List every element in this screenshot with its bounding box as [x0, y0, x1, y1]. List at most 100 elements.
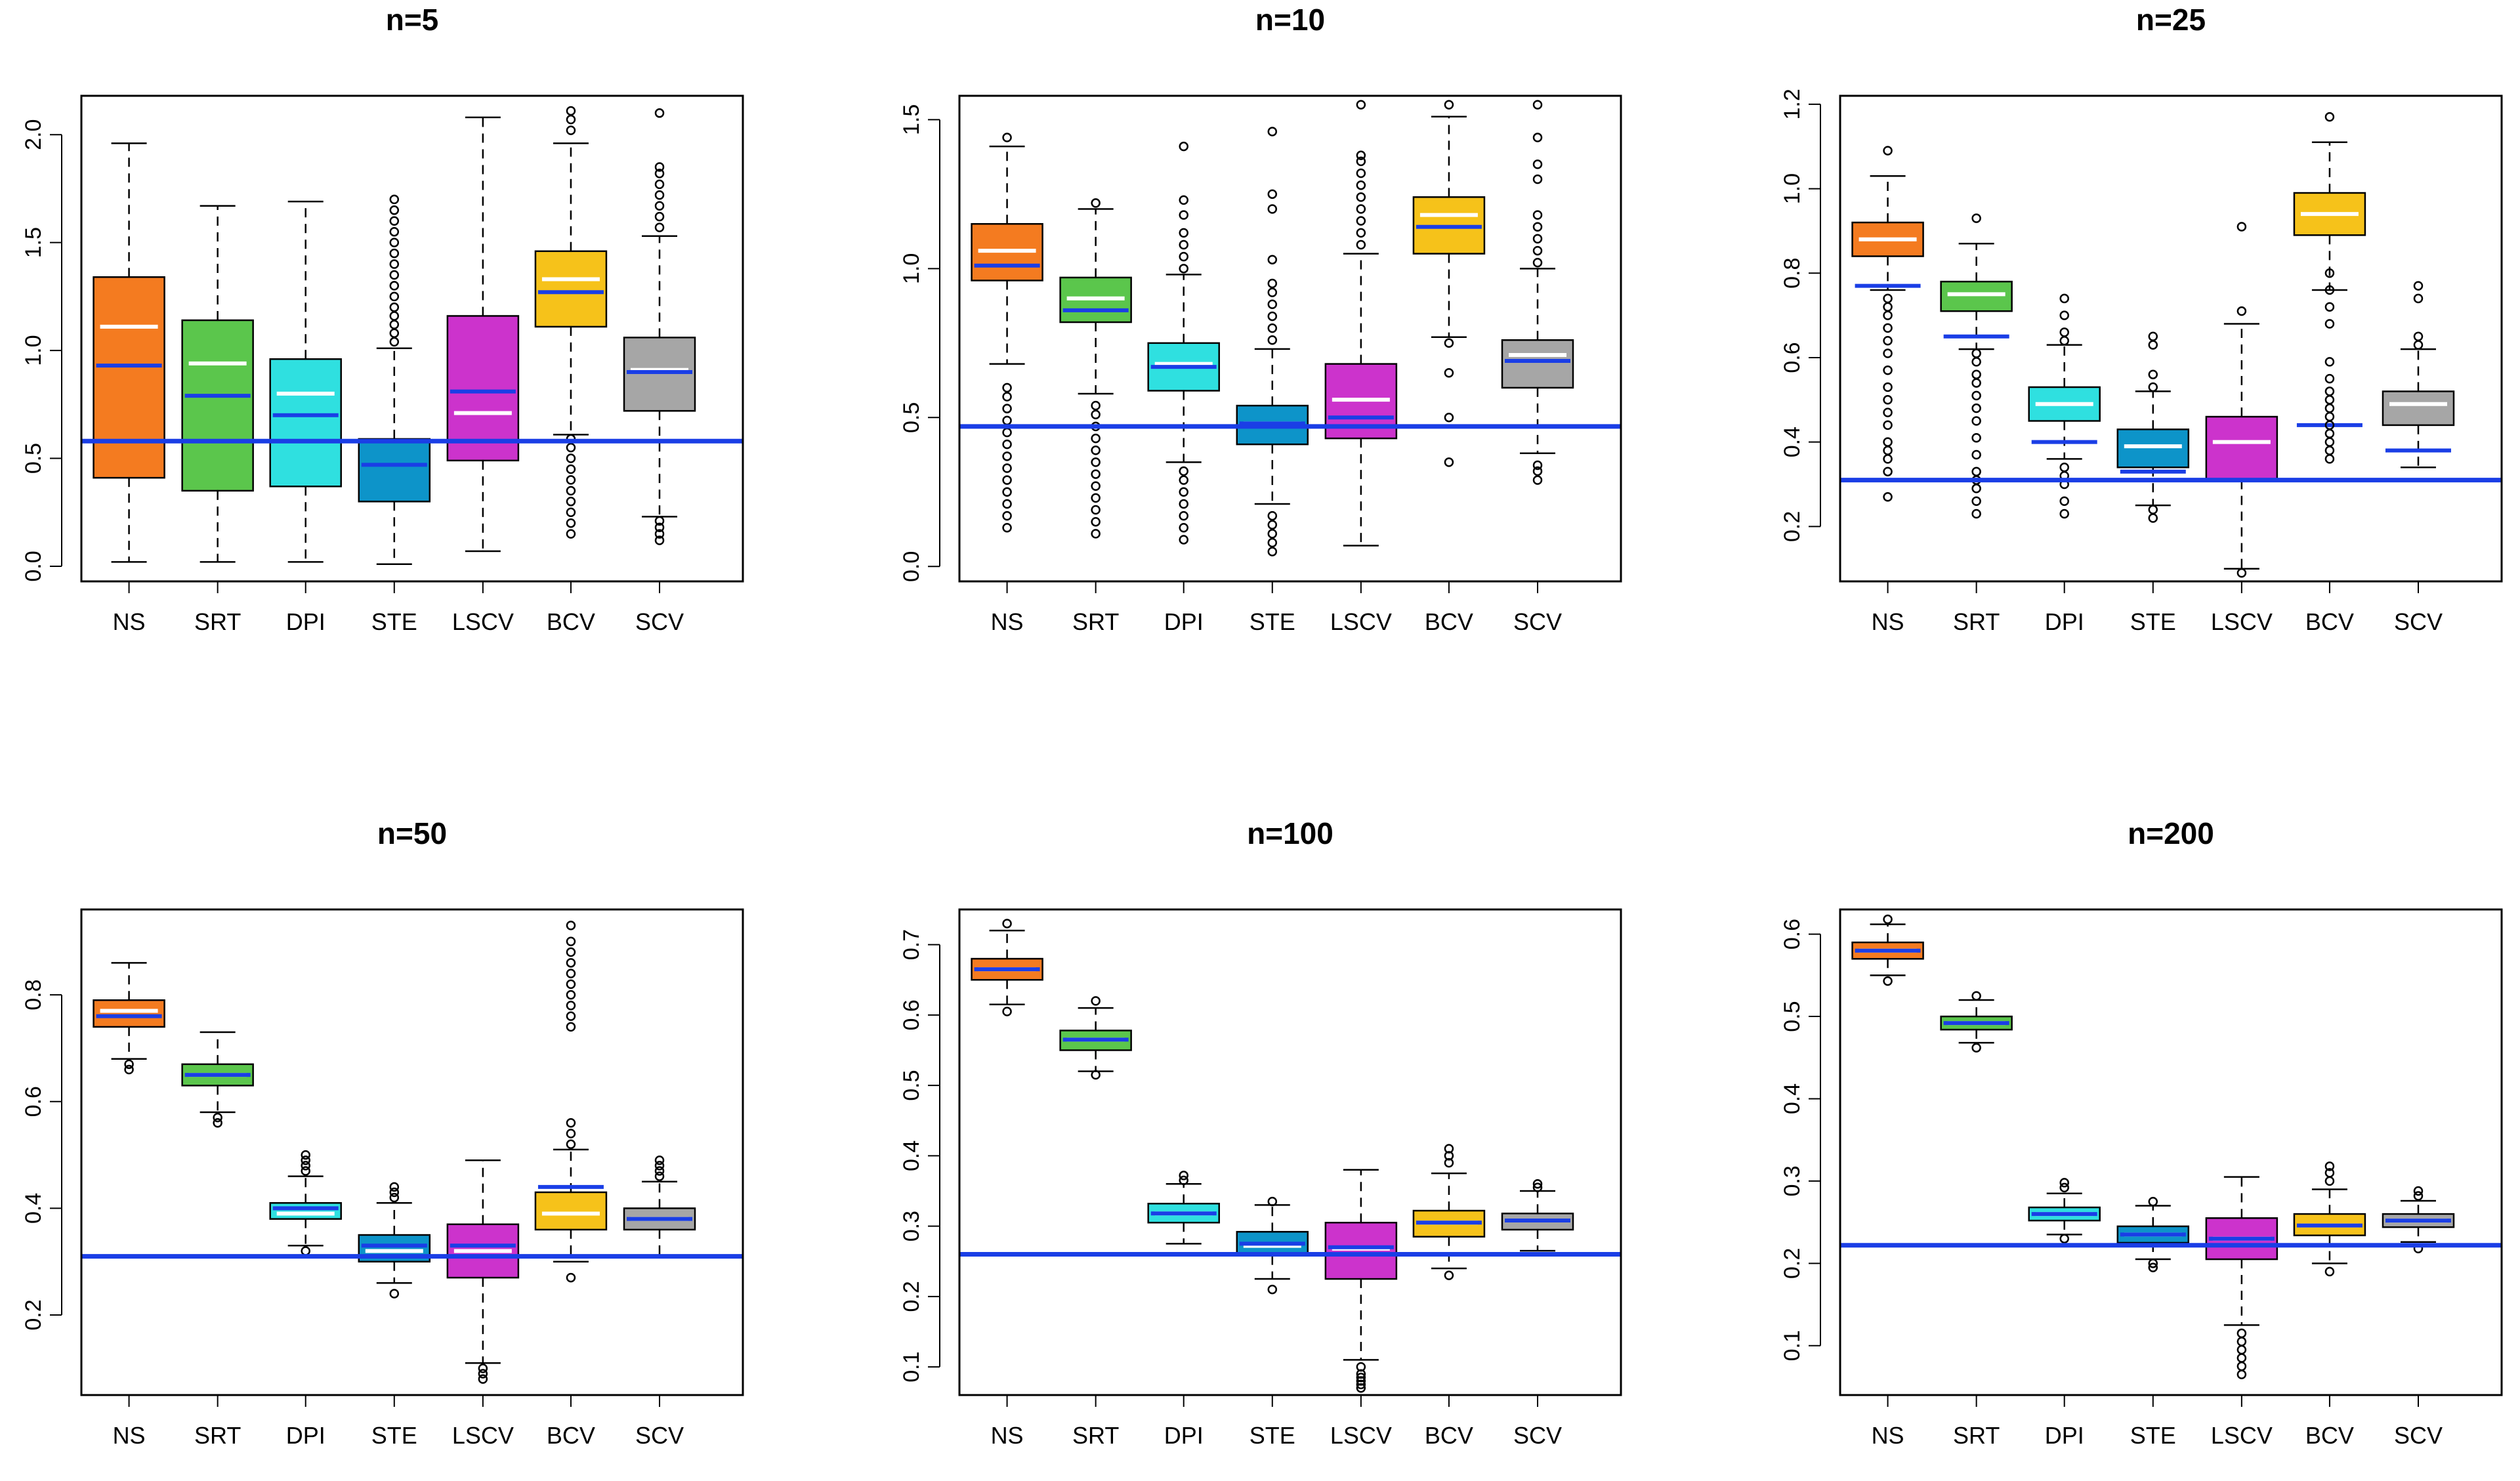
outlier-point: [2148, 1262, 2158, 1272]
y-tick-label: 0.6: [899, 999, 924, 1030]
y-tick-label: 1.2: [1780, 89, 1805, 119]
outlier-point: [1883, 914, 1893, 925]
category-label-scv: SCV: [2394, 1422, 2443, 1449]
outlier-point: [1267, 547, 1278, 556]
outlier-point: [566, 958, 576, 968]
outlier-point: [1532, 222, 1543, 232]
box-scv: [1501, 100, 1574, 485]
outlier-point: [2236, 306, 2247, 316]
outlier-point: [478, 1374, 488, 1384]
outlier-point: [566, 125, 576, 135]
outlier-point: [1002, 463, 1012, 473]
y-tick-label: 0.6: [21, 1086, 46, 1117]
plot-frame: [80, 94, 744, 583]
outlier-point: [2148, 331, 2158, 342]
outlier-point: [389, 291, 400, 302]
outlier-point: [654, 1166, 665, 1176]
outlier-point: [1532, 210, 1543, 220]
outlier-point: [1971, 496, 1981, 506]
panel-title: n=10: [1255, 3, 1325, 37]
outlier-point: [1883, 293, 1893, 304]
outlier-point: [2324, 1168, 2335, 1178]
y-tick-label: 0.2: [21, 1299, 46, 1330]
box-ns: [93, 962, 165, 1075]
outlier-point: [1002, 133, 1012, 142]
outlier-point: [389, 194, 400, 205]
outlier-point: [2324, 386, 2335, 396]
outlier-point: [566, 969, 576, 978]
outlier-point: [1444, 1144, 1454, 1154]
y-tick-label: 0.1: [1780, 1330, 1805, 1361]
y-tick-label: 0.5: [899, 1070, 924, 1100]
outlier-point: [1883, 407, 1893, 417]
outlier-point: [1444, 1151, 1454, 1161]
outlier-point: [1356, 100, 1366, 110]
box-ste: [2116, 331, 2190, 523]
outlier-point: [2236, 222, 2247, 232]
outlier-point: [2059, 310, 2069, 320]
outlier-point: [1002, 439, 1012, 449]
category-label-scv: SCV: [1513, 608, 1562, 635]
box-bcv: [1412, 100, 1486, 467]
outlier-point: [1971, 1043, 1981, 1053]
outlier-point: [1179, 228, 1188, 238]
outlier-point: [301, 1161, 310, 1171]
outlier-point: [1179, 264, 1188, 274]
outlier-point: [1267, 511, 1278, 521]
plot-frame: [958, 908, 1622, 1396]
outlier-point: [1883, 420, 1893, 430]
box-bcv: [1412, 1144, 1486, 1280]
outlier-point: [1971, 509, 1981, 519]
outlier-point: [1002, 511, 1012, 521]
category-label-dpi: DPI: [2045, 608, 2084, 635]
outlier-point: [389, 1192, 400, 1203]
outlier-point: [1532, 1179, 1543, 1189]
category-label-lscv: LSCV: [2211, 608, 2273, 635]
outlier-point: [1444, 1270, 1454, 1280]
category-label-ns: NS: [991, 1422, 1024, 1449]
outlier-point: [389, 216, 400, 226]
outlier-point: [566, 1011, 576, 1021]
category-label-srt: SRT: [1953, 1422, 2000, 1449]
box-scv: [623, 1155, 696, 1257]
panel-title: n=200: [2128, 816, 2214, 850]
outlier-point: [1091, 516, 1101, 527]
outlier-point: [2059, 293, 2069, 304]
outlier-point: [1179, 535, 1188, 545]
outlier-point: [1356, 1379, 1366, 1390]
outlier-point: [1971, 991, 1981, 1001]
outlier-point: [2324, 395, 2335, 405]
outlier-point: [1179, 210, 1188, 220]
box-dpi: [1147, 141, 1220, 545]
y-tick-label: 0.6: [1780, 919, 1805, 949]
box-srt: [181, 1031, 254, 1128]
iqr-box: [93, 999, 165, 1028]
category-label-ste: STE: [1250, 608, 1295, 635]
outlier-point: [1091, 469, 1101, 479]
outlier-point: [2413, 331, 2424, 342]
outlier-point: [2324, 285, 2335, 295]
outlier-point: [2148, 340, 2158, 350]
outlier-point: [2324, 1266, 2335, 1277]
outlier-point: [2324, 428, 2335, 439]
category-label-srt: SRT: [194, 1422, 241, 1449]
category-label-srt: SRT: [194, 608, 241, 635]
category-label-scv: SCV: [635, 1422, 684, 1449]
outlier-point: [566, 921, 576, 930]
box-lscv: [446, 116, 520, 553]
outlier-point: [2059, 509, 2069, 519]
outlier-point: [1444, 367, 1454, 378]
outlier-point: [1356, 240, 1366, 250]
outlier-point: [2324, 403, 2335, 413]
outlier-point: [124, 1064, 134, 1075]
outlier-point: [2324, 357, 2335, 367]
outlier-point: [2236, 1328, 2247, 1339]
outlier-point: [566, 442, 576, 453]
outlier-point: [1267, 1196, 1278, 1207]
box-ns: [1851, 146, 1924, 502]
box-ste: [358, 1182, 431, 1299]
panel-title: n=100: [1247, 816, 1334, 850]
outlier-point: [1971, 449, 1981, 460]
outlier-point: [1532, 1182, 1543, 1192]
category-label-ste: STE: [371, 608, 417, 635]
